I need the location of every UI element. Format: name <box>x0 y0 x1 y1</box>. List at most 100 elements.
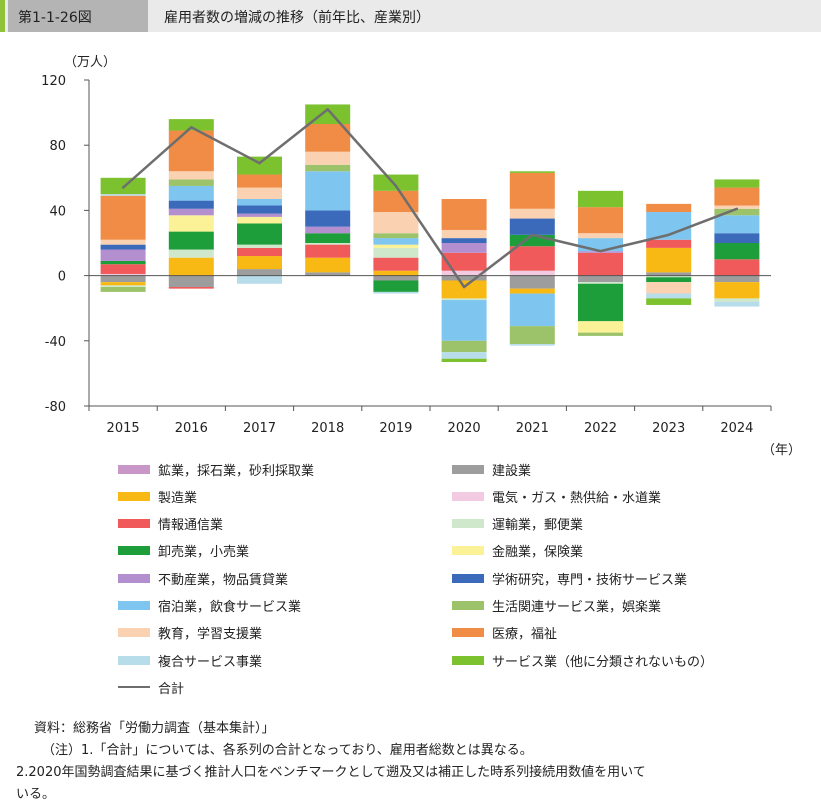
bar-segment-2020-s5 <box>441 298 487 301</box>
bar-segment-2020-s14 <box>441 352 487 359</box>
bar-segment-2018-s13 <box>305 124 351 152</box>
bar-segment-2020-s3 <box>441 270 487 276</box>
bar-segment-2018-s1 <box>305 272 351 276</box>
bar-segment-2015-s1 <box>100 275 146 283</box>
bar-segment-2021-s2 <box>509 288 555 294</box>
bar-segment-2020-s4 <box>441 252 487 271</box>
bar-segment-2017-s9 <box>237 205 282 214</box>
notes: 資料：総務省「労働力調査（基本集計）」 （注）1.「合計」については、各系列の合… <box>16 718 646 806</box>
bar-segment-2024-s9 <box>714 233 760 243</box>
bar-segment-2016-s8 <box>168 208 214 216</box>
bar-segment-2022-s12 <box>578 233 623 239</box>
bar-segment-2015-s6 <box>100 260 146 265</box>
bar-segment-2019-s1 <box>373 275 419 281</box>
legend-item: 製造業 <box>118 485 197 507</box>
bar-segment-2019-s15 <box>373 174 419 191</box>
bar-segment-2020-s9 <box>441 238 487 243</box>
bar-segment-2015-s3 <box>100 273 146 276</box>
bar-segment-2020-s15 <box>441 358 487 362</box>
bar-segment-2016-s10 <box>168 185 214 201</box>
bar-segment-2022-s13 <box>578 207 623 234</box>
bar-segment-2021-s15 <box>509 171 555 173</box>
x-tick-label-2020: 2020 <box>448 421 481 436</box>
x-tick-label-2016: 2016 <box>175 421 208 436</box>
legend-label: 建設業 <box>492 463 532 479</box>
x-axis-unit-label: （年） <box>762 443 801 458</box>
bar-segment-2018-s4 <box>305 244 351 258</box>
x-tick-label-2022: 2022 <box>584 421 617 436</box>
legend-swatch <box>118 491 150 501</box>
bar-segment-2017-s1 <box>237 269 282 276</box>
bar-segment-2024-s2 <box>714 282 760 299</box>
header-accent-bar <box>0 0 5 32</box>
legend-swatch <box>118 601 150 610</box>
bar-segment-2021-s11 <box>509 326 555 345</box>
legend-swatch <box>452 573 484 583</box>
bar-segment-2017-s14 <box>237 275 282 284</box>
bar-segment-2017-s4 <box>237 247 282 257</box>
bar-segment-2023-s2 <box>646 247 692 273</box>
bar-segment-2019-s6 <box>373 280 419 292</box>
bar-segment-2016-s9 <box>168 200 214 209</box>
bar-segment-2019-s10 <box>373 238 419 245</box>
bar-segment-2023-s15 <box>646 298 692 305</box>
total-point-2017 <box>258 161 261 165</box>
bar-segment-2024-s12 <box>714 205 760 209</box>
y-axis-unit-label: （万人） <box>64 55 116 70</box>
bar-segment-2016-s6 <box>168 231 214 250</box>
legend-item: 鉱業，採石業，砂利採取業 <box>118 458 314 480</box>
bar-segment-2021-s9 <box>509 218 555 235</box>
x-tick-label-2023: 2023 <box>652 421 685 436</box>
bar-segment-2017-s12 <box>237 187 282 199</box>
bar-segment-2019-s7 <box>373 244 419 248</box>
y-tick-label: -80 <box>45 400 66 415</box>
bar-segment-2020-s2 <box>441 280 487 299</box>
bar-segment-2016-s4 <box>168 287 214 289</box>
legend-swatch <box>452 491 484 501</box>
legend-item: 教育，学習支援業 <box>118 622 262 644</box>
legend-swatch <box>118 655 150 665</box>
bar-segment-2017-s7 <box>237 216 282 224</box>
legend-label: 宿泊業，飲食サービス業 <box>158 600 302 615</box>
bar-segment-2023-s1 <box>646 272 692 276</box>
total-point-2019 <box>394 184 398 188</box>
bar-segment-2021-s6 <box>509 234 555 247</box>
bar-segment-2021-s12 <box>509 208 555 219</box>
x-tick-label-2018: 2018 <box>311 421 344 436</box>
legend-item: 不動産業，物品賃貸業 <box>118 567 288 589</box>
bar-segment-2018-s5 <box>305 243 351 245</box>
legend-swatch <box>118 573 150 583</box>
legend-swatch <box>452 655 484 665</box>
legend-item: 運輸業，郵便業 <box>452 513 583 535</box>
bar-segment-2015-s12 <box>100 239 146 245</box>
legend-swatch <box>118 464 150 474</box>
y-tick-label: -40 <box>45 335 66 350</box>
legend-item: 宿泊業，飲食サービス業 <box>118 595 301 617</box>
note-3: いる。 <box>16 787 56 802</box>
legend-item: 建設業 <box>452 458 531 480</box>
total-point-2020 <box>462 285 466 289</box>
legend-swatch <box>452 519 484 529</box>
axis-labels: 120 80 40 0 -40 -80 2015 2016 2017 2018 2019 2020 20… <box>41 55 801 458</box>
bar-segment-2018-s8 <box>305 226 351 234</box>
legend-item: 卸売業，小売業 <box>118 540 249 562</box>
total-point-2021 <box>531 233 534 237</box>
bar-segment-2022-s7 <box>578 321 623 333</box>
bar-segment-2023-s6 <box>646 277 692 283</box>
legend-item: 複合サービス事業 <box>118 649 262 671</box>
legend-item: 情報通信業 <box>118 513 223 535</box>
legend-label: 生活関連サービス業，娯楽業 <box>492 600 662 615</box>
legend-swatch <box>452 464 484 474</box>
legend-swatch <box>118 546 150 556</box>
bar-segment-2019-s11 <box>373 233 419 239</box>
total-point-2023 <box>667 233 670 237</box>
bar-segment-2018-s9 <box>305 210 351 227</box>
bar-segment-2016-s1 <box>168 275 214 288</box>
legend-label: 電気・ガス・熱供給・水道業 <box>492 490 662 506</box>
bar-segment-2022-s1 <box>578 275 623 283</box>
bar-segment-2022-s6 <box>578 283 623 322</box>
bar-segment-2016-s11 <box>168 179 214 186</box>
bar-segment-2024-s15 <box>714 179 760 188</box>
bar-segment-2019-s4 <box>373 257 419 271</box>
figure-number: 第1-1-26図 <box>18 10 92 26</box>
